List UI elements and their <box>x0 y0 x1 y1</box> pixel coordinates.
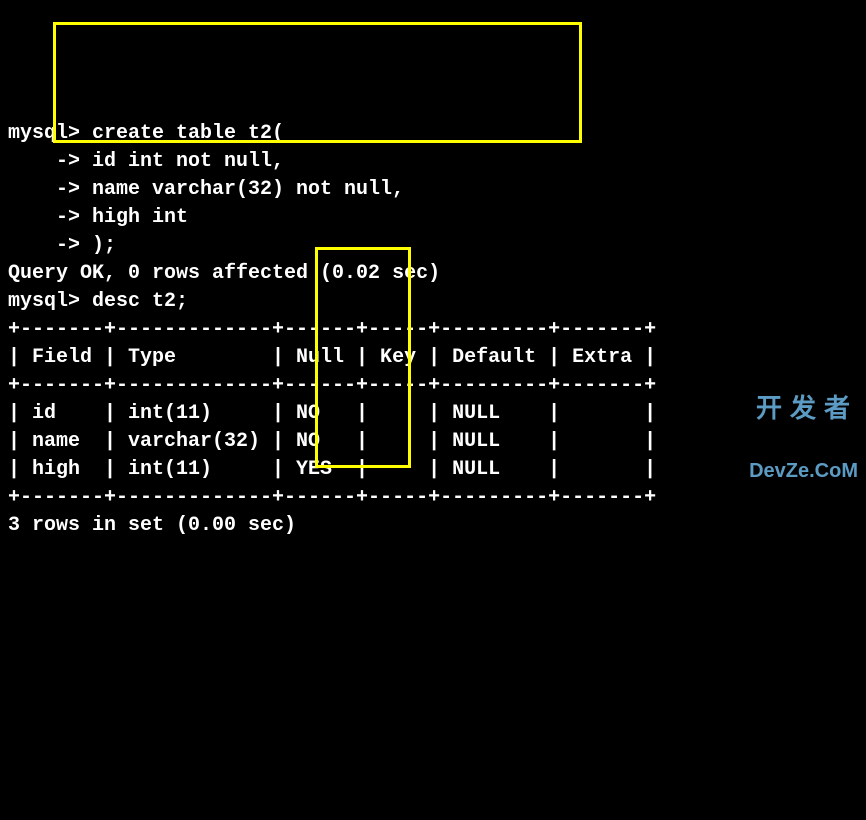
terminal-line: | high | int(11) | YES | | NULL | | <box>8 456 858 484</box>
terminal-line: | id | int(11) | NO | | NULL | | <box>8 400 858 428</box>
watermark-en: DevZe.CoM <box>749 461 858 481</box>
terminal-line: -> id int not null, <box>8 148 858 176</box>
terminal-line: +-------+-------------+------+-----+----… <box>8 484 858 512</box>
watermark: 开发者 DevZe.CoM <box>749 355 858 501</box>
terminal-line: | name | varchar(32) | NO | | NULL | | <box>8 428 858 456</box>
terminal-line: -> high int <box>8 204 858 232</box>
watermark-cn: 开发者 <box>749 395 858 421</box>
terminal-output: mysql> create table t2( -> id int not nu… <box>8 120 858 540</box>
terminal-line: +-------+-------------+------+-----+----… <box>8 316 858 344</box>
terminal-line: 3 rows in set (0.00 sec) <box>8 512 858 540</box>
terminal-line: | Field | Type | Null | Key | Default | … <box>8 344 858 372</box>
terminal-line: -> ); <box>8 232 858 260</box>
terminal-line: +-------+-------------+------+-----+----… <box>8 372 858 400</box>
terminal-line: Query OK, 0 rows affected (0.02 sec) <box>8 260 858 288</box>
terminal-line: mysql> create table t2( <box>8 120 858 148</box>
terminal-line: mysql> desc t2; <box>8 288 858 316</box>
terminal-line: -> name varchar(32) not null, <box>8 176 858 204</box>
